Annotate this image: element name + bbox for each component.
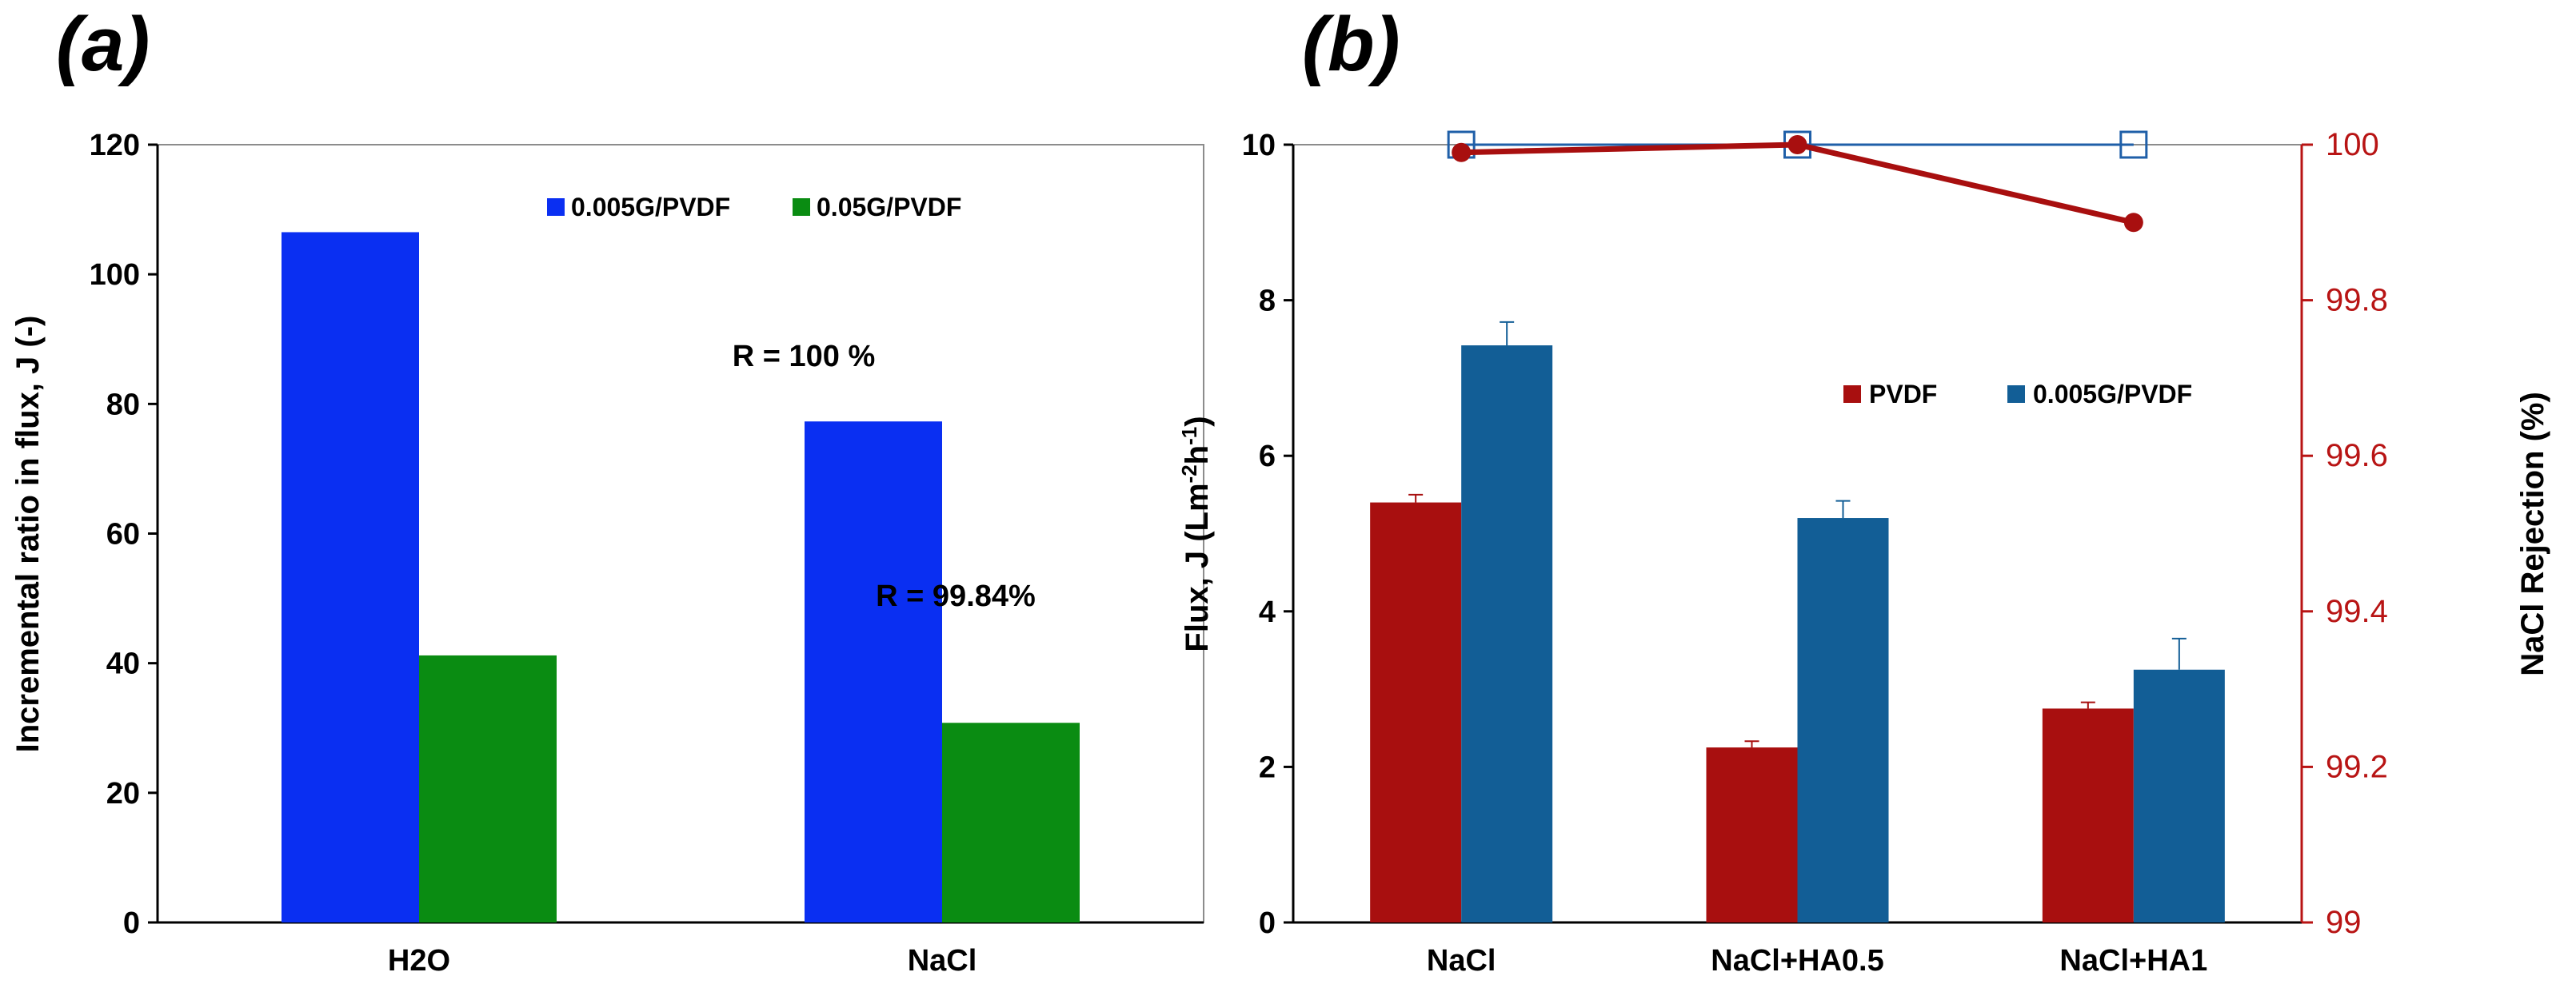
panel-b-x-tick-label: NaCl+HA1 <box>2059 944 2207 978</box>
marker-pvdf-rejection-nacl-ha0-5 <box>1787 135 1807 154</box>
panel-b-rejection-lines <box>1447 130 2148 233</box>
bar-0-005g-pvdf-h2o <box>282 232 419 922</box>
bar-0-005g-pvdf-nacl <box>805 421 942 922</box>
panel-a-x-tick-label: H2O <box>388 944 450 978</box>
marker-pvdf-rejection-nacl <box>1452 142 1472 162</box>
bar-pvdf-nacl <box>1370 502 1462 922</box>
legend-swatch-0005g-pvdf <box>547 198 565 216</box>
panel-a-annotation-r100: R = 100 % <box>733 340 876 373</box>
panel-a-y-tick-label: 0 <box>123 906 140 940</box>
panel-b-y-tick-label: 4 <box>1259 596 1276 629</box>
bar-0-05g-pvdf-h2o <box>419 655 557 922</box>
panel-a-y-ticks: 0 20 40 60 80 100 120 <box>90 129 158 940</box>
panel-b-y-tick-label: 0 <box>1259 906 1276 940</box>
panel-b-y2-tick-label: 99.2 <box>2326 749 2388 784</box>
panel-a-annotation-r9984: R = 99.84% <box>876 580 1036 613</box>
panel-a-bars <box>282 232 1080 922</box>
panel-a-y-tick-label: 60 <box>106 518 140 552</box>
legend-swatch-pvdf <box>1843 385 1861 403</box>
bar-0-005g-pvdf-nacl-ha1 <box>2133 669 2225 922</box>
panel-b-error-bars <box>1408 321 2187 748</box>
panel-a-y-tick-label: 120 <box>90 129 140 162</box>
panel-b-y2-tick-label: 99.8 <box>2326 283 2388 318</box>
panel-b-y-tick-label: 8 <box>1259 285 1276 318</box>
legend-label-pvdf: PVDF <box>1869 380 1937 408</box>
bar-0-05g-pvdf-nacl <box>942 723 1080 922</box>
panel-a-y-tick-label: 100 <box>90 258 140 292</box>
panel-b-y2-tick-label: 99.4 <box>2326 594 2388 629</box>
legend-swatch-005g-pvdf <box>793 198 810 216</box>
bar-pvdf-nacl-ha1 <box>2042 708 2134 922</box>
panel-b-y2-tick-label: 99.6 <box>2326 438 2388 473</box>
bar-0-005g-pvdf-nacl-ha0-5 <box>1797 518 1889 922</box>
bar-pvdf-nacl-ha0-5 <box>1706 747 1798 922</box>
panel-b-x-tick-label: NaCl+HA0.5 <box>1711 944 1883 978</box>
panel-b-label: (b) <box>1302 2 1400 87</box>
panel-a: (a) 0 20 40 60 80 100 120 H2O NaCl Incremental … <box>10 2 1204 978</box>
legend-label-0005g-pvdf: 0.005G/PVDF <box>571 193 730 221</box>
marker-pvdf-rejection-nacl-ha1 <box>2123 213 2143 233</box>
panel-a-legend: 0.005G/PVDF 0.05G/PVDF <box>547 193 961 221</box>
panel-b-legend: PVDF 0.005G/PVDF <box>1843 380 2192 408</box>
panel-a-x-tick-label: NaCl <box>908 944 977 978</box>
panel-b-y-axis-title: Flux, J (Lm-2h-1) <box>1177 416 1215 651</box>
panel-b-x-tick-labels: NaCl NaCl+HA0.5 NaCl+HA1 <box>1427 944 2207 978</box>
panel-a-y-tick-label: 40 <box>106 647 140 681</box>
panel-b-bars <box>1370 345 2225 922</box>
panel-b-y-tick-label: 2 <box>1259 751 1276 784</box>
legend-label-005g-pvdf: 0.05G/PVDF <box>817 193 961 221</box>
panel-b-y-ticks: 0 2 4 6 8 10 <box>1242 129 1293 940</box>
panel-a-label: (a) <box>56 2 150 87</box>
legend-label-0005g-pvdf-b: 0.005G/PVDF <box>2033 380 2192 408</box>
panel-b-y2-axis-title: NaCl Rejection (%) <box>2515 392 2550 676</box>
legend-swatch-0005g-pvdf-b <box>2007 385 2025 403</box>
panel-b-y2-ticks: 99 99.2 99.4 99.6 99.8 100 <box>2302 127 2388 940</box>
panel-b-y2-tick-label: 100 <box>2326 127 2379 162</box>
bar-0-005g-pvdf-nacl <box>1461 345 1553 922</box>
panel-a-y-tick-label: 80 <box>106 388 140 421</box>
panel-b-y-tick-label: 6 <box>1259 440 1276 473</box>
panel-b-y2-tick-label: 99 <box>2326 905 2362 940</box>
panel-b-x-tick-label: NaCl <box>1427 944 1496 978</box>
panel-a-x-tick-labels: H2O NaCl <box>388 944 976 978</box>
panel-b-y-tick-label: 10 <box>1242 129 1276 162</box>
panel-a-y-axis-title: Incremental ratio in flux, J (-) <box>10 316 46 753</box>
marker-0-005g-pvdf-rejection-nacl-ha1 <box>2119 130 2148 159</box>
panel-a-y-tick-label: 20 <box>106 777 140 811</box>
